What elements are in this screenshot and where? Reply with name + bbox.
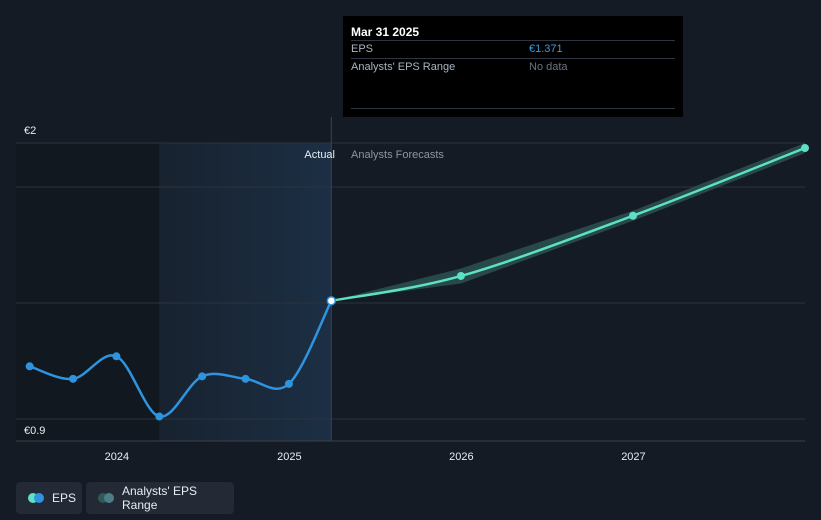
x-tick-label: 2025 [277, 451, 301, 463]
tooltip-divider [351, 108, 675, 109]
y-tick-label-min: €0.9 [24, 425, 45, 437]
eps-actual-point [155, 412, 164, 421]
tooltip: Mar 31 2025 EPS €1.371 Analysts' EPS Ran… [343, 16, 683, 117]
eps-actual-point [326, 296, 337, 306]
eps-legend-icon [28, 493, 44, 503]
eps-forecast-point [456, 271, 465, 280]
actual-region-label: Actual [304, 149, 335, 161]
actual-region-shade [159, 143, 332, 441]
x-tick-label: 2027 [621, 451, 645, 463]
eps-actual-point [25, 362, 34, 371]
legend-range-label: Analysts' EPS Range [122, 484, 197, 512]
eps-forecast-point [628, 211, 637, 220]
tooltip-range-value: No data [529, 61, 568, 73]
eps-forecast-line [331, 146, 806, 303]
past-region-shade [16, 143, 160, 441]
tooltip-eps-row: EPS €1.371 [351, 40, 675, 58]
forecast-region-label: Analysts Forecasts [351, 149, 444, 161]
x-tick-label: 2024 [105, 451, 129, 463]
eps-actual-point [284, 379, 293, 388]
tooltip-date: Mar 31 2025 [351, 25, 420, 39]
y-tick-label-max: €2 [24, 125, 36, 137]
eps-forecast-point [801, 144, 809, 153]
tooltip-range-label: Analysts' EPS Range [351, 61, 456, 73]
tooltip-eps-value: €1.371 [529, 43, 563, 55]
x-tick-label: 2026 [449, 451, 473, 463]
eps-actual-point [69, 374, 78, 383]
range-legend-icon [98, 493, 114, 503]
legend-eps-range[interactable]: Analysts' EPS Range [86, 482, 234, 514]
tooltip-eps-label: EPS [351, 43, 374, 55]
eps-actual-point [198, 372, 207, 381]
tooltip-range-row: Analysts' EPS Range No data [351, 58, 675, 76]
legend-eps[interactable]: EPS [16, 482, 82, 514]
legend-eps-label: EPS [52, 491, 77, 505]
eps-actual-point [112, 352, 121, 361]
eps-range-band [331, 143, 805, 301]
eps-actual-point [241, 374, 250, 383]
